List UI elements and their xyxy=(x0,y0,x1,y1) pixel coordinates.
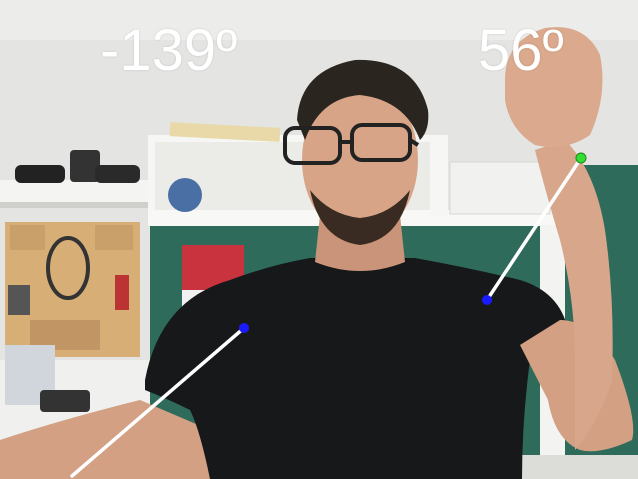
desk-item xyxy=(40,390,90,412)
right-shelf-boxes xyxy=(449,161,551,215)
right-wrist-joint xyxy=(575,152,587,164)
left-arm-angle-label: -139º xyxy=(100,18,238,83)
right-shoulder-joint xyxy=(482,295,492,305)
left-shelf-shadow xyxy=(0,202,150,208)
beard xyxy=(310,190,410,245)
black-tshirt xyxy=(145,258,568,479)
left-forearm xyxy=(0,400,210,479)
right-fist xyxy=(505,27,603,148)
glasses xyxy=(283,123,420,165)
hair xyxy=(297,59,429,140)
globe xyxy=(168,178,202,212)
ceiling-band xyxy=(0,0,638,40)
left-shelf xyxy=(0,180,150,202)
right-arm-pose-line xyxy=(485,156,583,302)
headset-object xyxy=(15,150,140,183)
right-forearm xyxy=(535,140,613,450)
left-arm-pose-line xyxy=(70,326,246,478)
left-shoulder-joint xyxy=(239,323,249,333)
right-arm-angle-label: 56º xyxy=(478,18,564,83)
shelf-scroll xyxy=(169,122,281,142)
shelf-upright xyxy=(430,135,448,215)
